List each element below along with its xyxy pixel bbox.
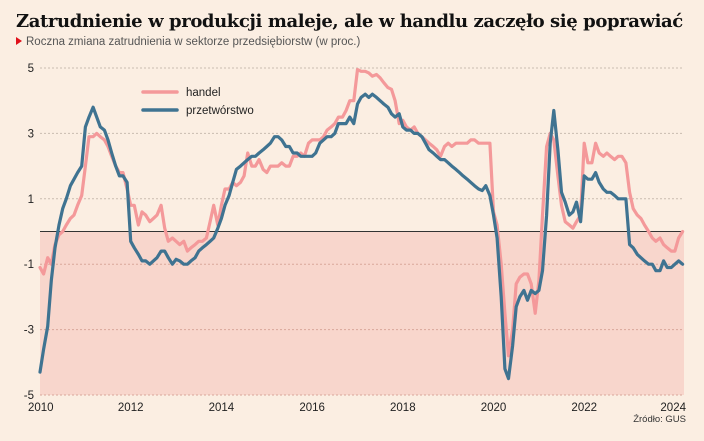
x-tick-label: 2022: [571, 402, 597, 414]
series-lines: [38, 68, 685, 381]
legend-label: przetwórstwo: [186, 105, 254, 117]
x-tick-label: 2024: [660, 402, 686, 414]
grid-lines: [40, 67, 684, 396]
chart-subtitle: Roczna zmiana zatrudnienia w sektorze pr…: [16, 36, 360, 48]
subtitle-text: Roczna zmiana zatrudnienia w sektorze pr…: [26, 36, 361, 48]
y-tick-label: -1: [24, 259, 34, 271]
y-tick-label: 3: [28, 128, 34, 140]
x-tick-label: 2016: [299, 402, 325, 414]
chart-title: Zatrudnienie w produkcji maleje, ale w h…: [16, 11, 683, 32]
y-tick-label: -5: [24, 390, 34, 402]
series-line-przetworstwo: [38, 92, 685, 381]
y-tick-label: 5: [28, 63, 34, 75]
x-tick-label: 2020: [481, 402, 507, 414]
red-triangle-icon: [16, 37, 22, 45]
legend-label: handel: [186, 87, 221, 99]
y-tick-label: -3: [24, 325, 34, 337]
x-tick-label: 2012: [118, 402, 144, 414]
y-axis: 5 3 1 -1 -3 -5: [24, 63, 34, 402]
series-line-handel: [38, 68, 685, 358]
legend: handel przetwórstwo: [141, 87, 254, 117]
x-tick-label: 2014: [209, 402, 235, 414]
x-tick-label: 2018: [390, 402, 416, 414]
source-note: Źródło: GUS: [633, 414, 686, 425]
x-axis: 2010 2012 2014 2016 2018 2020 2022 2024: [28, 402, 687, 414]
x-tick-label: 2010: [28, 402, 54, 414]
negative-region: [40, 231, 684, 395]
y-tick-label: 1: [28, 194, 34, 206]
